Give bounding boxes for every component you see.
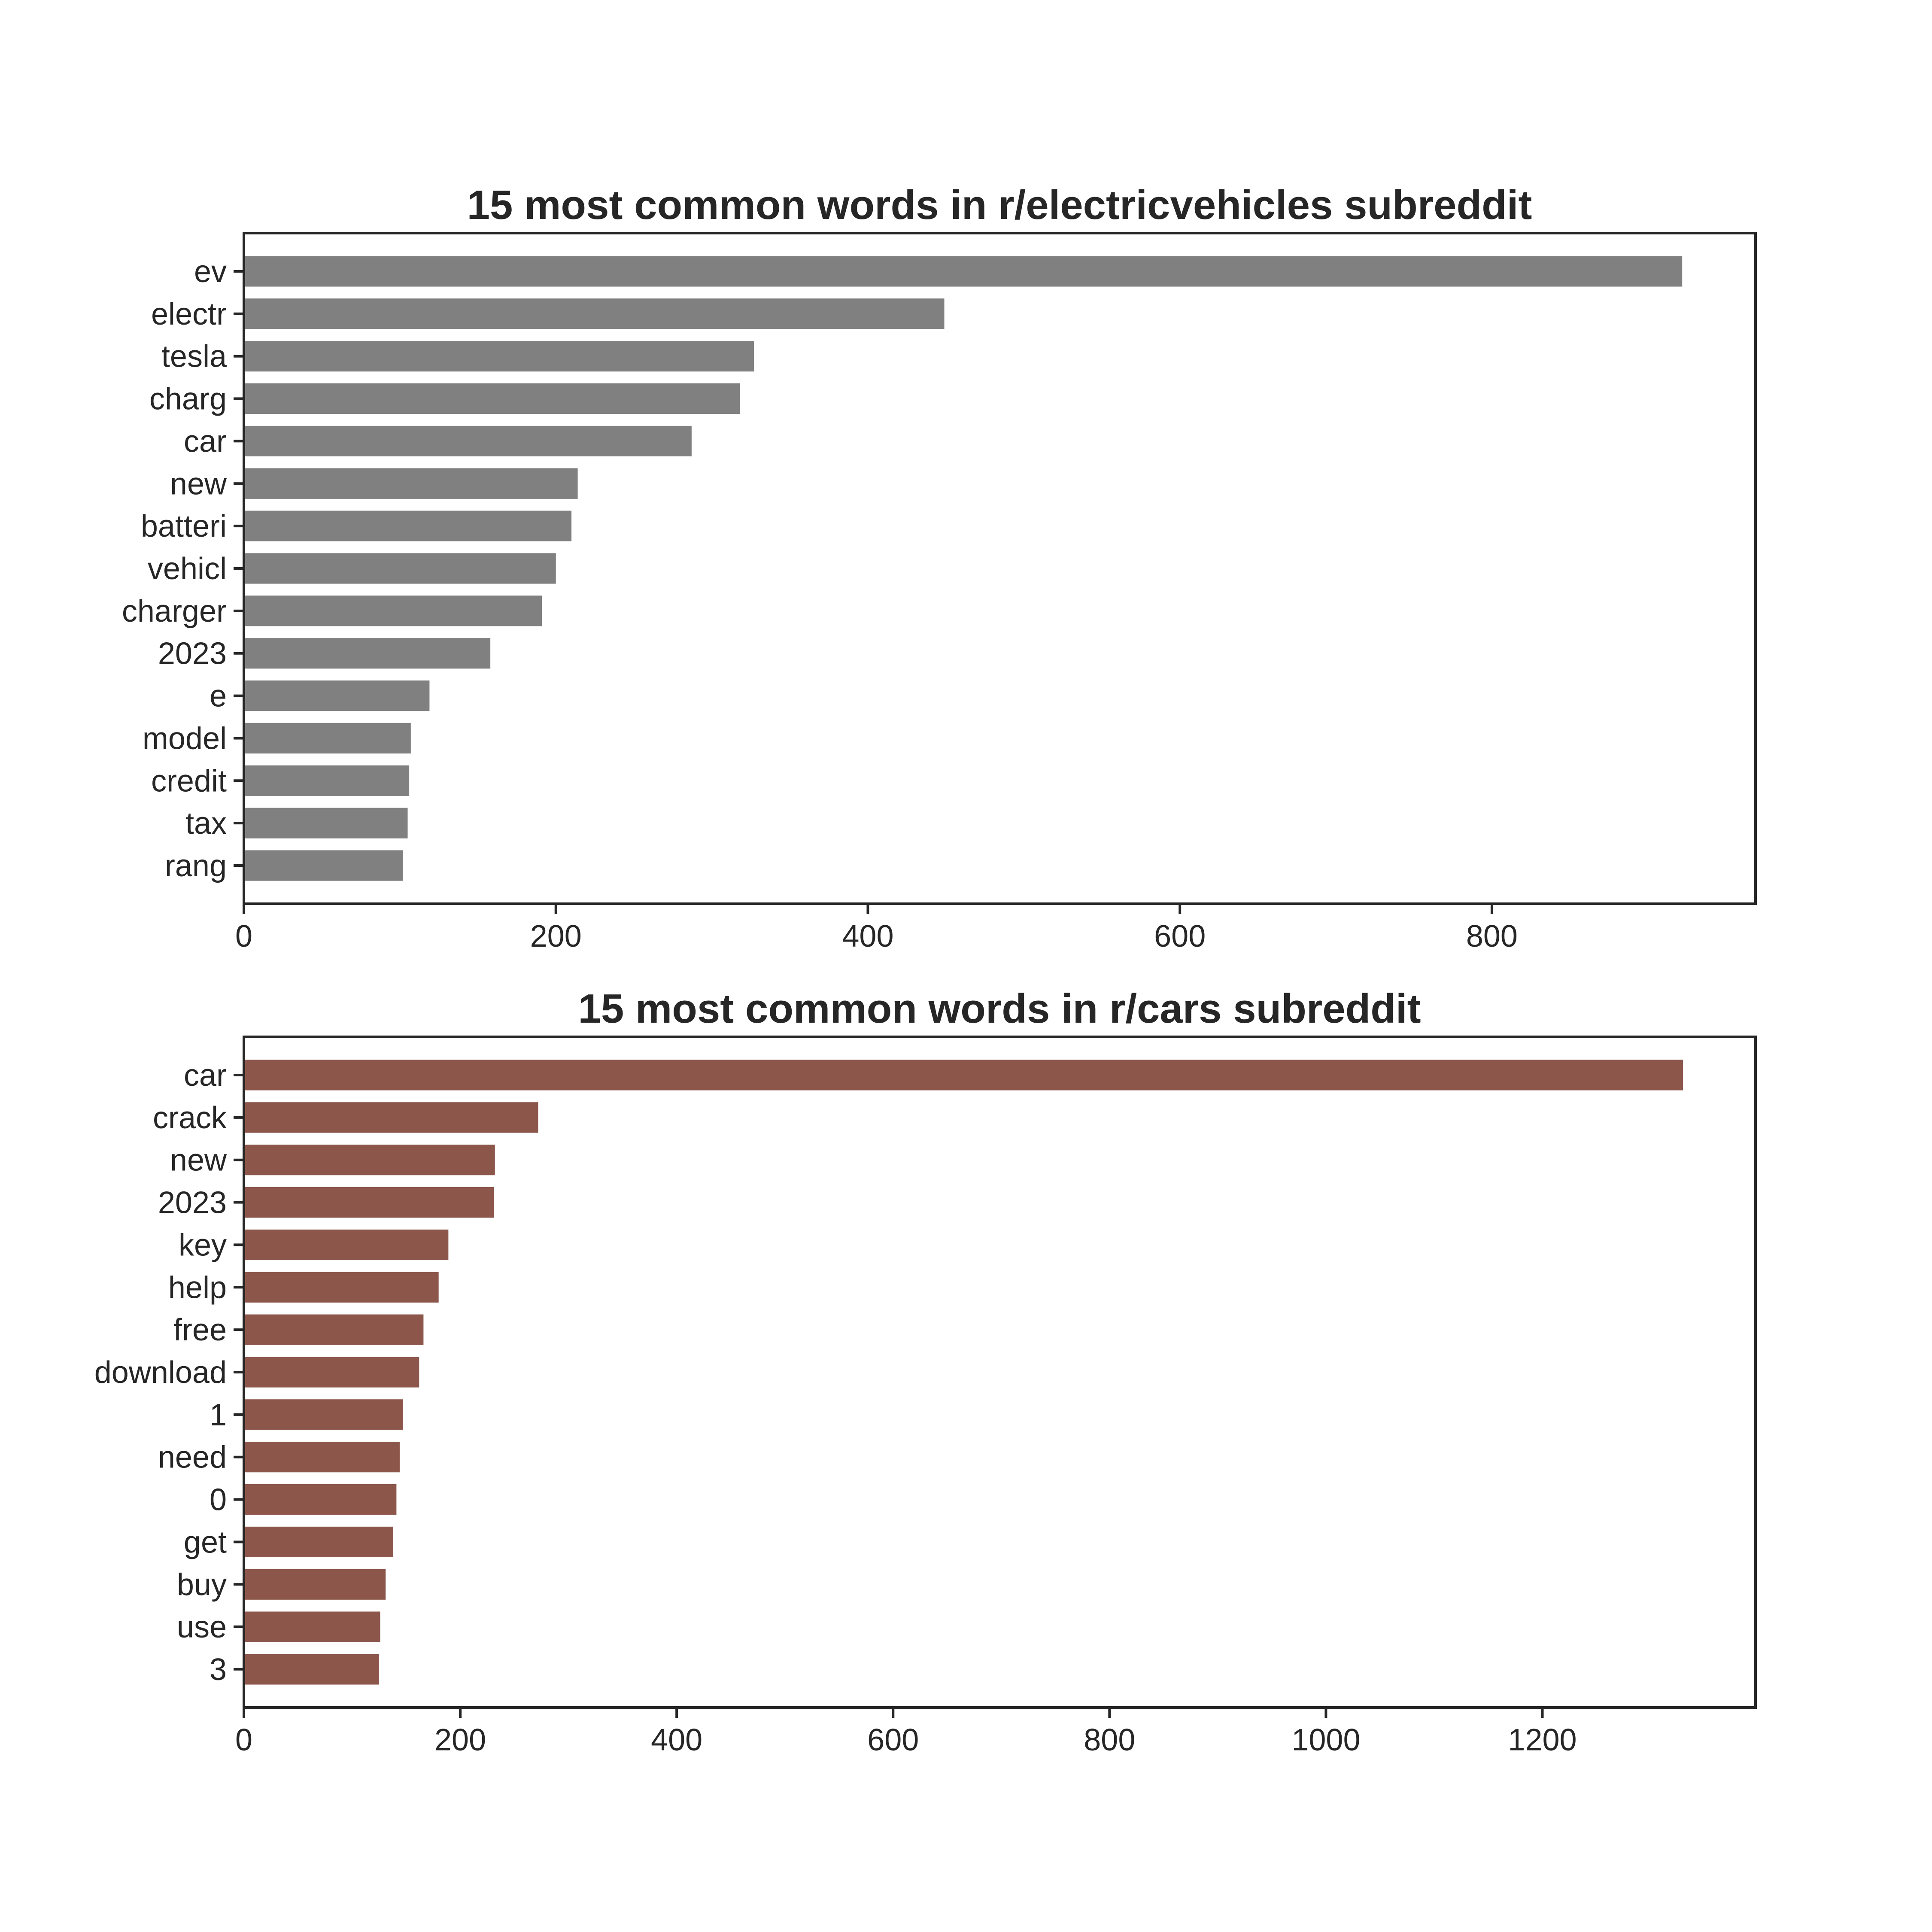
- x-tick-label: 1200: [1508, 1723, 1577, 1757]
- bar-credit: [244, 765, 410, 796]
- y-tick-label: model: [143, 721, 227, 756]
- y-tick-label: car: [184, 1058, 227, 1093]
- bar-0: [244, 1484, 397, 1515]
- y-tick-label: e: [210, 679, 227, 714]
- bar-tax: [244, 808, 408, 838]
- x-tick-group: 0 200 400 600 800 1000 1200: [235, 1707, 1577, 1757]
- x-tick-label: 600: [867, 1723, 919, 1757]
- x-tick-label: 0: [235, 1723, 252, 1757]
- bar-group: [244, 1060, 1683, 1685]
- y-tick-label: batteri: [141, 509, 227, 544]
- y-tick-label: buy: [177, 1567, 227, 1602]
- y-tick-label: tesla: [161, 340, 227, 374]
- bar-crack: [244, 1102, 538, 1133]
- axes-frame: [243, 1036, 1757, 1709]
- bar-vehicl: [244, 553, 556, 584]
- bar-tesla: [244, 341, 754, 372]
- y-tick-label: electr: [151, 297, 227, 331]
- axes-frame: [243, 232, 1757, 905]
- chart-title: 15 most common words in r/electricvehicl…: [467, 182, 1532, 228]
- bar-free: [244, 1314, 424, 1345]
- y-tick-label: charger: [122, 594, 227, 629]
- y-tick-label: 2023: [158, 1186, 227, 1220]
- bar-use: [244, 1611, 380, 1642]
- y-tick-label: new: [170, 467, 227, 501]
- bar-car: [244, 425, 692, 457]
- bar-batteri: [244, 510, 572, 541]
- y-tick-label: 3: [210, 1653, 227, 1687]
- bar-ev: [244, 256, 1683, 287]
- bar-2023: [244, 1187, 494, 1218]
- bar-get: [244, 1526, 393, 1558]
- bar-new: [244, 468, 578, 499]
- bar-3: [244, 1654, 380, 1685]
- x-tick-label: 1000: [1291, 1723, 1360, 1757]
- x-tick-group: 0 200 400 600 800: [235, 904, 1518, 954]
- bar-help: [244, 1272, 439, 1303]
- bar-download: [244, 1357, 419, 1388]
- y-tick-label: car: [184, 424, 227, 459]
- y-tick-label: download: [94, 1355, 227, 1390]
- bar-model: [244, 723, 411, 754]
- chart-cars: 15 most common words in r/cars subreddit…: [94, 986, 1757, 1757]
- bar-new: [244, 1145, 495, 1176]
- y-tick-label: use: [177, 1610, 227, 1644]
- y-tick-group: car crack new 2023 key help free download 1 need 0…: [94, 1058, 244, 1687]
- bar-e: [244, 680, 430, 711]
- x-tick-label: 400: [842, 919, 893, 954]
- y-tick-label: free: [173, 1313, 227, 1347]
- bar-1: [244, 1399, 403, 1430]
- x-tick-label: 800: [1466, 919, 1518, 954]
- bar-buy: [244, 1569, 386, 1600]
- bar-electr: [244, 298, 945, 329]
- y-tick-label: 2023: [158, 637, 227, 671]
- y-tick-label: get: [184, 1525, 227, 1559]
- y-tick-label: rang: [165, 849, 227, 883]
- bar-group: [244, 256, 1683, 881]
- y-tick-group: ev electr tesla charg car new batteri vehicl cha…: [122, 255, 244, 883]
- x-tick-label: 400: [651, 1723, 702, 1757]
- bar-rang: [244, 850, 403, 881]
- bar-key: [244, 1229, 449, 1261]
- y-tick-label: help: [168, 1270, 227, 1305]
- y-tick-label: credit: [151, 764, 227, 798]
- bar-need: [244, 1442, 400, 1473]
- chart-electricvehicles: 15 most common words in r/electricvehicl…: [122, 182, 1757, 954]
- bar-2023: [244, 638, 491, 669]
- bar-car: [244, 1060, 1683, 1091]
- y-tick-label: key: [179, 1228, 227, 1262]
- y-tick-label: tax: [185, 806, 227, 841]
- chart-title: 15 most common words in r/cars subreddit: [578, 986, 1421, 1032]
- x-tick-label: 0: [235, 919, 252, 954]
- y-tick-label: ev: [194, 255, 227, 289]
- bar-charger: [244, 595, 542, 626]
- y-tick-label: crack: [153, 1101, 227, 1135]
- y-tick-label: need: [158, 1440, 227, 1475]
- y-tick-label: charg: [149, 382, 227, 416]
- y-tick-label: 0: [210, 1483, 227, 1517]
- x-tick-label: 600: [1154, 919, 1206, 954]
- x-tick-label: 800: [1084, 1723, 1135, 1757]
- x-tick-label: 200: [434, 1723, 486, 1757]
- x-tick-label: 200: [530, 919, 582, 954]
- y-tick-label: new: [170, 1143, 227, 1178]
- y-tick-label: vehicl: [148, 552, 227, 586]
- y-tick-label: 1: [210, 1398, 227, 1432]
- bar-charg: [244, 383, 740, 414]
